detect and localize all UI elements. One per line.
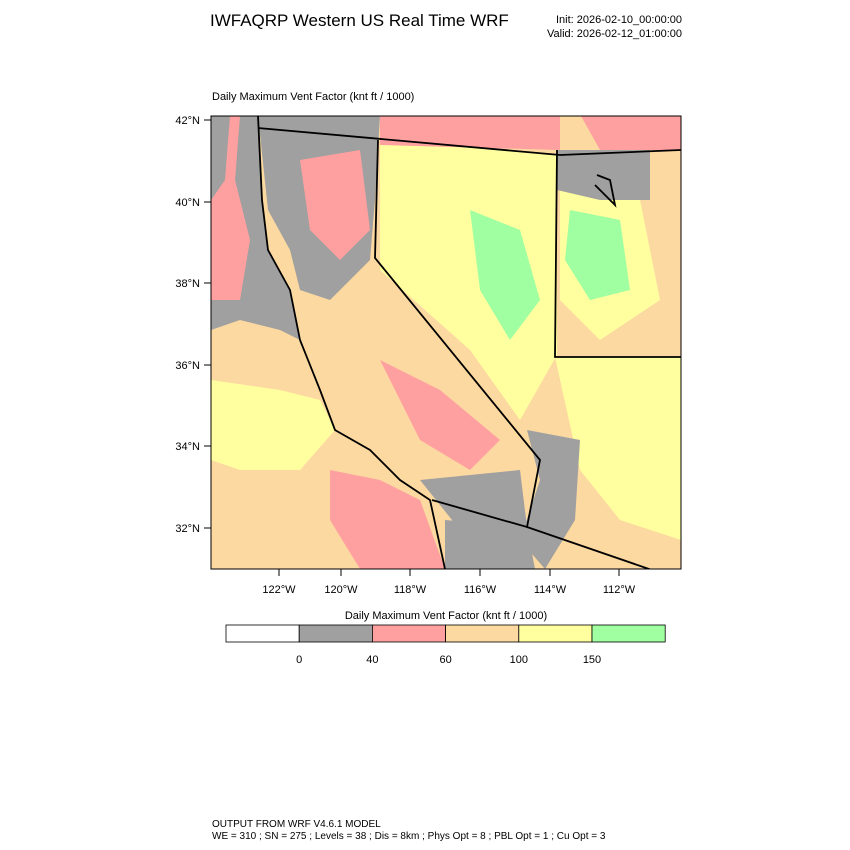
map-frame xyxy=(210,115,682,570)
title: IWFAQRP Western US Real Time WRF xyxy=(210,11,509,30)
lat-label: 40°N xyxy=(175,197,200,209)
colorbar-box xyxy=(518,624,593,643)
lat-label: 36°N xyxy=(175,360,200,372)
colorbar-box xyxy=(591,624,666,643)
colorbar-level: 60 xyxy=(439,654,451,666)
lon-label: 120°W xyxy=(324,584,358,596)
colorbar-level: 150 xyxy=(583,654,601,666)
colorbar-box xyxy=(445,624,520,643)
colorbar-level: 40 xyxy=(366,654,378,666)
colorbar-title: Daily Maximum Vent Factor (knt ft / 1000… xyxy=(345,610,547,622)
valid-time: Valid: 2026-02-12_01:00:00 xyxy=(547,28,682,40)
colorbar-level: 100 xyxy=(510,654,528,666)
lon-label: 112°W xyxy=(603,584,636,596)
lat-label: 38°N xyxy=(175,278,200,290)
lon-label: 118°W xyxy=(394,584,427,596)
map-title: Daily Maximum Vent Factor (knt ft / 1000… xyxy=(212,91,414,103)
init-time: Init: 2026-02-10_00:00:00 xyxy=(556,14,682,26)
colorbar-box xyxy=(225,624,300,643)
lon-label: 114°W xyxy=(534,584,567,596)
colorbar-box xyxy=(371,624,446,643)
lon-label: 122°W xyxy=(262,584,296,596)
colorbar-box xyxy=(298,624,373,643)
footer-line: OUTPUT FROM WRF V4.6.1 MODEL xyxy=(212,819,381,830)
colorbar-level: 0 xyxy=(296,654,302,666)
lat-label: 42°N xyxy=(175,115,200,127)
lon-label: 116°W xyxy=(464,584,497,596)
boundaries xyxy=(257,116,681,569)
lat-label: 32°N xyxy=(175,523,200,535)
footer-line: WE = 310 ; SN = 275 ; Levels = 38 ; Dis … xyxy=(212,831,606,842)
lat-label: 34°N xyxy=(175,441,200,453)
